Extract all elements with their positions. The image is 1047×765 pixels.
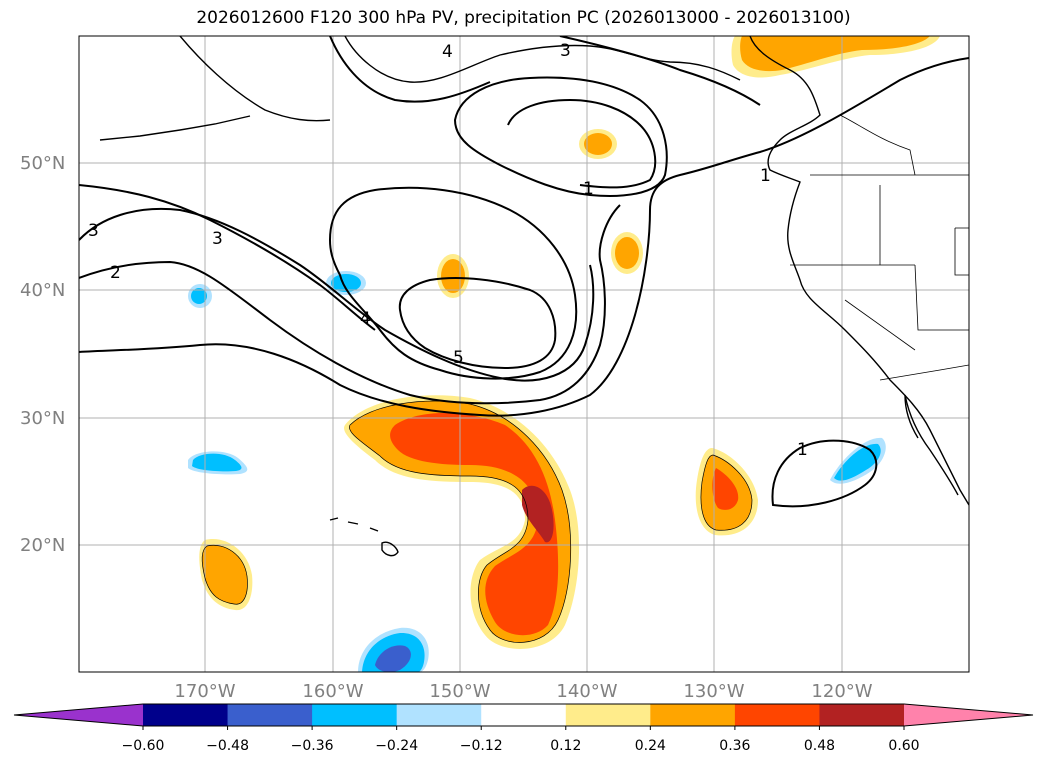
- pv-contour-label: 4: [360, 309, 371, 329]
- lon-label-140w: 140°W: [556, 681, 617, 702]
- pv-contour-label: 3: [88, 221, 99, 241]
- colorbar-swatch: [650, 704, 736, 726]
- precip-negative-blob-171w-cyan: [191, 288, 207, 304]
- colorbar-tick-label: −0.12: [460, 738, 503, 754]
- pv-contour-label: 2: [110, 263, 121, 283]
- colorbar-swatch: [143, 704, 229, 726]
- lat-label-40n: 40°N: [20, 280, 65, 301]
- colorbar-swatch: [227, 704, 313, 726]
- colorbar-tick-label: 0.24: [635, 738, 666, 754]
- precip-positive-blob-small-150w-orange: [441, 259, 465, 293]
- lon-label-160w: 160°W: [302, 681, 363, 702]
- precip-negative-blob-118w-cyan: [834, 443, 881, 481]
- colorbar-tick-label: 0.48: [804, 738, 835, 754]
- colorbar-swatch: [396, 704, 482, 726]
- pv-contour-label: 1: [583, 179, 594, 199]
- pv-contour-label: 1: [797, 440, 808, 460]
- precip-positive-blob-168w-orange: [202, 545, 248, 605]
- state-borders: [790, 114, 969, 381]
- lon-label-170w: 170°W: [174, 681, 235, 702]
- lat-label-20n: 20°N: [20, 535, 65, 556]
- colorbar-extend-min: [14, 704, 143, 726]
- lat-label-50n: 50°N: [20, 153, 65, 174]
- precip-positive-blob-small-137w-orange: [615, 237, 639, 269]
- precip-positive-blob-large-core: [522, 485, 554, 543]
- colorbar-swatch: [819, 704, 905, 726]
- colorbar: −0.60 −0.48 −0.36 −0.24 −0.12 0.12 0.24 0.36 0.4…: [13, 703, 1034, 754]
- lat-label-30n: 30°N: [20, 408, 65, 429]
- colorbar-tick-label: −0.36: [291, 738, 334, 754]
- pv-contour-label: 3: [212, 229, 223, 249]
- pv-contour-label: 3: [560, 41, 571, 61]
- map-title: 2026012600 F120 300 hPa PV, precipitatio…: [196, 8, 851, 28]
- precip-positive-blob-top-orange: [740, 36, 930, 72]
- colorbar-tick-label: 0.12: [550, 738, 581, 754]
- map-border: [78, 35, 970, 673]
- pv-contour-label: 4: [442, 42, 453, 62]
- colorbar-swatch: [734, 704, 820, 726]
- pv-contour-labels: 4 3 3 2 3 1 1 4 5 1: [88, 41, 808, 460]
- precip-positive-blob-small-139w-orange: [584, 133, 612, 155]
- colorbar-tick-label: 0.60: [888, 738, 919, 754]
- colorbar-swatch: [312, 704, 398, 726]
- colorbar-tick-label: 0.36: [719, 738, 750, 754]
- precip-positive-blob-130w-red: [712, 468, 739, 510]
- precip-negative-blob-155w-blue: [375, 645, 411, 672]
- precip-outlines: [201, 400, 753, 643]
- map-gridlines: [79, 36, 969, 672]
- colorbar-tick-label: −0.48: [206, 738, 249, 754]
- precip-positive-blob-large-red: [390, 412, 559, 636]
- precip-negative-blob-160w-cyan: [331, 274, 361, 292]
- precip-negative-blob-170w-cyan: [192, 453, 242, 472]
- colorbar-tick-label: −0.60: [122, 738, 165, 754]
- lon-label-150w: 150°W: [429, 681, 490, 702]
- latitude-labels: 50°N 40°N 30°N 20°N: [20, 153, 65, 556]
- colorbar-tick-label: −0.24: [375, 738, 418, 754]
- pv-contours: [79, 36, 969, 508]
- pv-contour-label: 5: [453, 348, 464, 368]
- longitude-labels: 170°W 160°W 150°W 140°W 130°W 120°W: [174, 681, 872, 702]
- pv-contour-label: 1: [760, 166, 771, 186]
- lon-label-130w: 130°W: [683, 681, 744, 702]
- colorbar-swatch: [565, 704, 651, 726]
- colorbar-extend-max: [904, 704, 1033, 726]
- lon-label-120w: 120°W: [811, 681, 872, 702]
- precip-anomaly-fills: [188, 36, 940, 672]
- colorbar-swatch: [481, 704, 567, 726]
- coastlines: [99, 36, 969, 557]
